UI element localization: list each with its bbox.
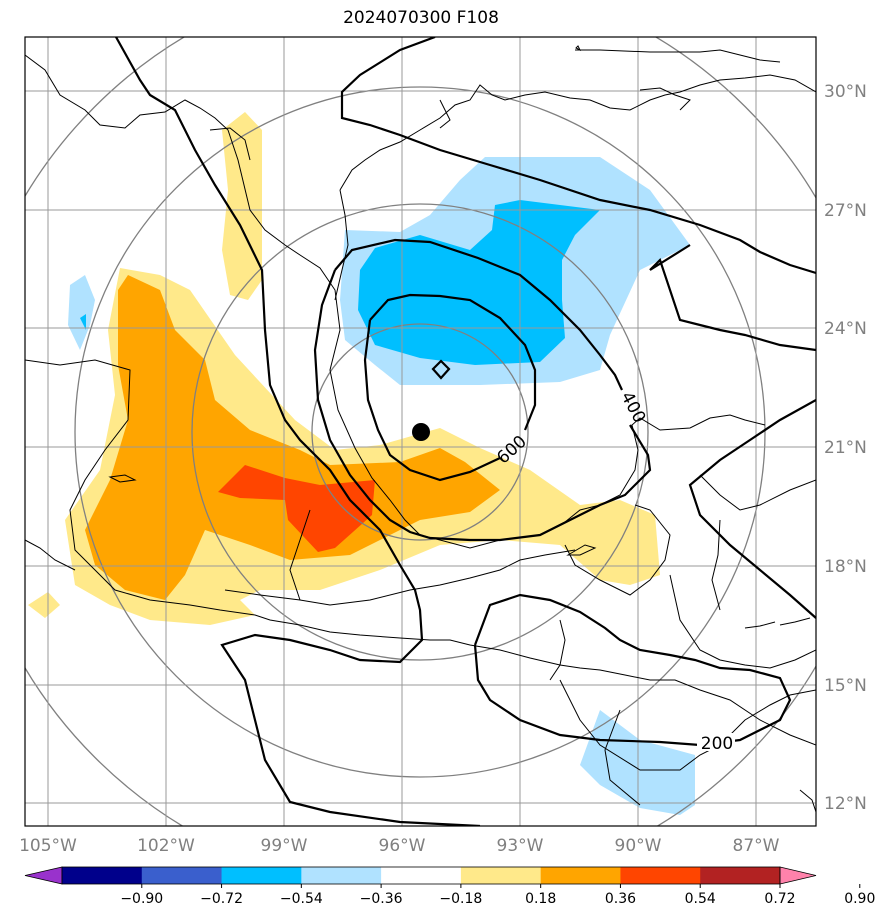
colorbar-tick-label: 0.72 (764, 891, 795, 907)
colorbar-swatch (301, 867, 382, 884)
colorbar-swatch (460, 867, 542, 884)
map-frame (24, 36, 817, 827)
lat-label: 21°N (824, 438, 867, 458)
colorbar-swatch (540, 867, 621, 884)
lat-label: 24°N (824, 319, 867, 339)
colorbar-extension-low (24, 866, 63, 885)
storm-center-marker (412, 423, 430, 441)
thick-contours (115, 37, 816, 826)
fill-positive-low (28, 592, 60, 618)
colorbar-tick-label: −0.72 (200, 891, 243, 907)
fill-positive-low (222, 112, 262, 300)
fill-negative-mid (80, 314, 86, 330)
colorbar-swatch (700, 867, 781, 884)
colorbar-swatch (381, 867, 462, 884)
gridlines (25, 37, 816, 826)
fill-positive-high (218, 465, 375, 552)
map-area: 600 400 200 (25, 37, 816, 826)
lon-label: 90°W (615, 836, 662, 856)
range-rings (25, 37, 816, 826)
lon-label: 96°W (379, 836, 426, 856)
lat-label: 18°N (824, 557, 867, 577)
lat-label: 27°N (824, 201, 867, 221)
map-title: 2024070300 F108 (343, 8, 499, 28)
colorbar-tick-label: −0.54 (280, 891, 323, 907)
lat-label: 12°N (824, 794, 867, 814)
colorbar-tick-label: 0.54 (685, 891, 716, 907)
colorbar-extension-high (779, 866, 817, 885)
colorbar-tick-label: 0.18 (525, 891, 556, 907)
field-fills (28, 112, 695, 815)
colorbar: −0.90 −0.72 −0.54 −0.36 −0.18 0.18 0.36 0.54 0.7… (24, 866, 875, 907)
colorbar-tick-label: −0.90 (120, 891, 163, 907)
colorbar-border (61, 866, 781, 885)
colorbar-tick-label: −0.36 (360, 891, 403, 907)
lon-axis-labels: 105°W 102°W 99°W 96°W 93°W 90°W 87°W (19, 836, 780, 856)
colorbar-tick-label: 0.36 (605, 891, 636, 907)
colorbar-swatch (620, 867, 701, 884)
lat-axis-labels: 30°N 27°N 24°N 21°N 18°N 15°N 12°N (824, 82, 867, 814)
colorbar-swatch (221, 867, 302, 884)
colorbar-swatch (62, 867, 143, 884)
fill-positive-mid (85, 275, 500, 600)
colorbar-swatch (141, 867, 223, 884)
fill-negative-low (68, 275, 95, 350)
fill-positive-low (65, 268, 660, 625)
contour-label-200: 200 (701, 734, 733, 754)
lon-label: 87°W (733, 836, 780, 856)
diamond-marker (431, 359, 451, 380)
lat-label: 15°N (824, 676, 867, 696)
colorbar-tick-label: 0.90 (844, 891, 875, 907)
lon-label: 99°W (261, 836, 308, 856)
colorbar-tick-label: −0.18 (439, 891, 482, 907)
lon-label: 105°W (19, 836, 77, 856)
lat-label: 30°N (824, 82, 867, 102)
lon-label: 102°W (137, 836, 195, 856)
lon-label: 93°W (497, 836, 544, 856)
